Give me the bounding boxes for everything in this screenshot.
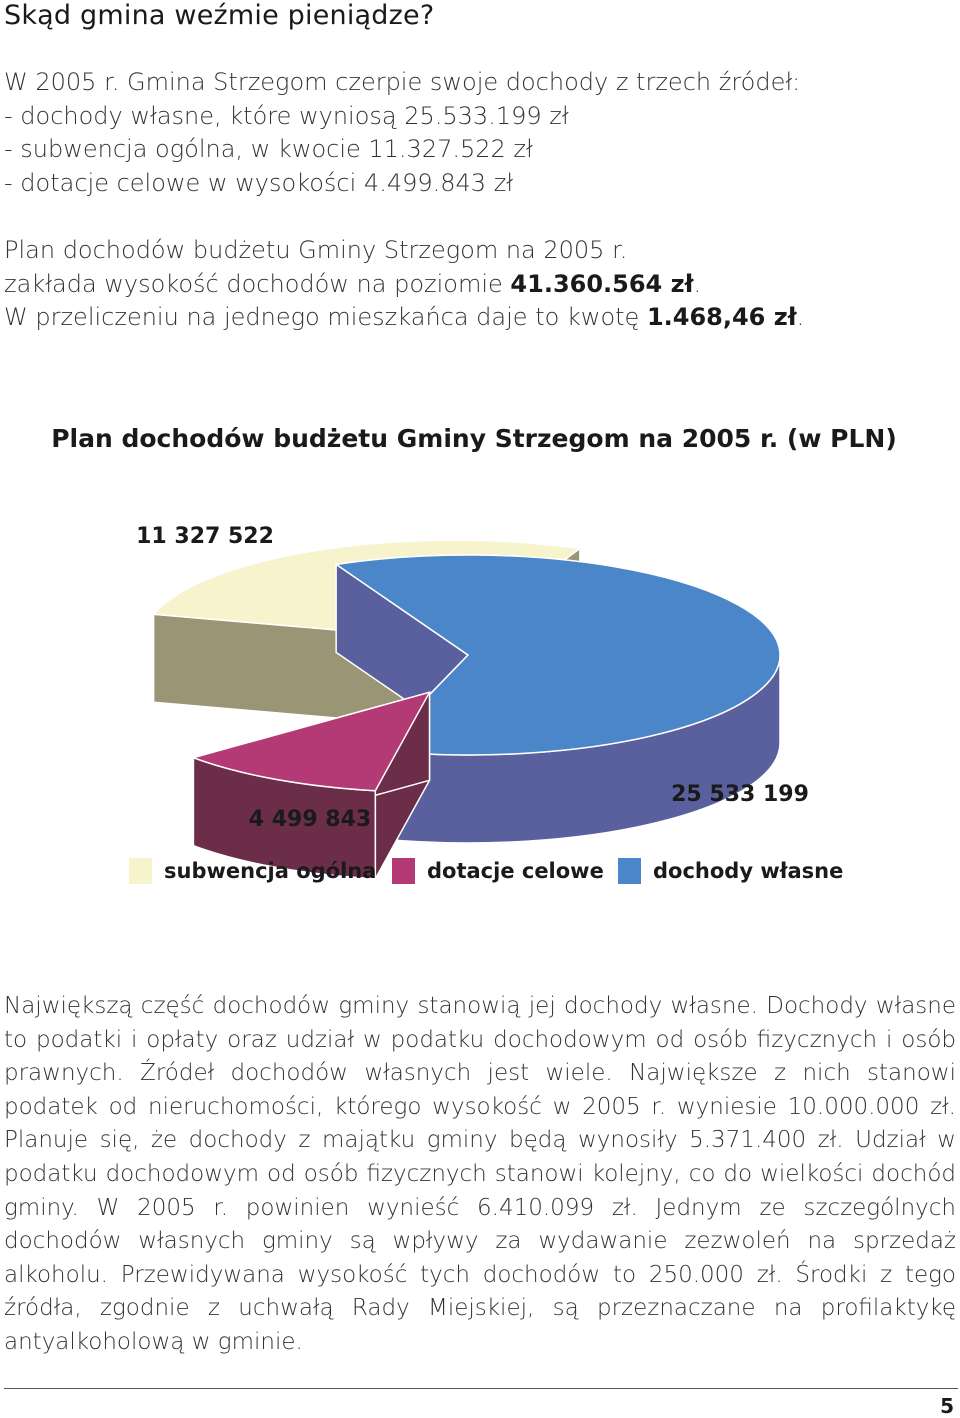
intro-line: Plan dochodów budżetu Gminy Strzegom na … [4,236,628,264]
slice-dochody-własne [334,554,781,756]
legend-label: dotacje celowe [427,859,604,883]
page-number: 5 [940,1394,954,1418]
legend-item: dochody własne [618,858,843,884]
legend-label: dochody własne [653,859,844,883]
pie-chart: 11 327 522 4 499 843 25 533 199 [136,524,809,880]
intro-text-part: . [796,303,805,331]
legend-label: subwencja ogólna [164,859,377,883]
intro-line: zakłada wysokość dochodów na poziomie 41… [4,268,944,302]
data-label: 4 499 843 [249,807,371,832]
spacer [4,200,944,234]
legend-item: subwencja ogólna [129,858,376,884]
footer-rule [4,1388,958,1389]
chart-legend: subwencja ogólna dotacje celowe dochody … [0,858,960,892]
legend-swatch-subwencja [129,858,152,884]
intro-text-part: W przeliczeniu na jednego mieszkańca daj… [4,303,647,331]
intro-line: - subwencja ogólna, w kwocie 11.327.522 … [4,135,533,163]
legend-item: dotacje celowe [392,858,604,884]
per-capita-value: 1.468,46 zł [646,303,797,331]
intro-text-part: zakłada wysokość dochodów na poziomie [4,269,511,298]
legend-swatch-dochody [618,858,641,884]
chart-title: Plan dochodów budżetu Gminy Strzegom na … [51,424,897,453]
slice-dotacje-celowe [190,691,432,792]
intro-text-part: . [693,269,702,298]
intro-line: W przeliczeniu na jednego mieszkańca daj… [4,301,944,335]
body-paragraph: Największą część dochodów gminy stanowią… [4,993,956,1355]
intro-line: - dochody własne, które wyniosą 25.533.1… [4,101,569,130]
data-label: 11 327 522 [136,524,274,549]
total-income-value: 41.360.564 zł [510,269,694,298]
intro-text: W 2005 r. Gmina Strzegom czerpie swoje d… [4,66,944,335]
intro-line: - dotacje celowe w wysokości 4.499.843 z… [4,168,514,197]
legend-swatch-dotacje [392,858,415,884]
page-heading: Skąd gmina weźmie pieniądze? [4,0,435,31]
intro-line: W 2005 r. Gmina Strzegom czerpie swoje d… [4,68,801,96]
data-label: 25 533 199 [671,782,809,807]
